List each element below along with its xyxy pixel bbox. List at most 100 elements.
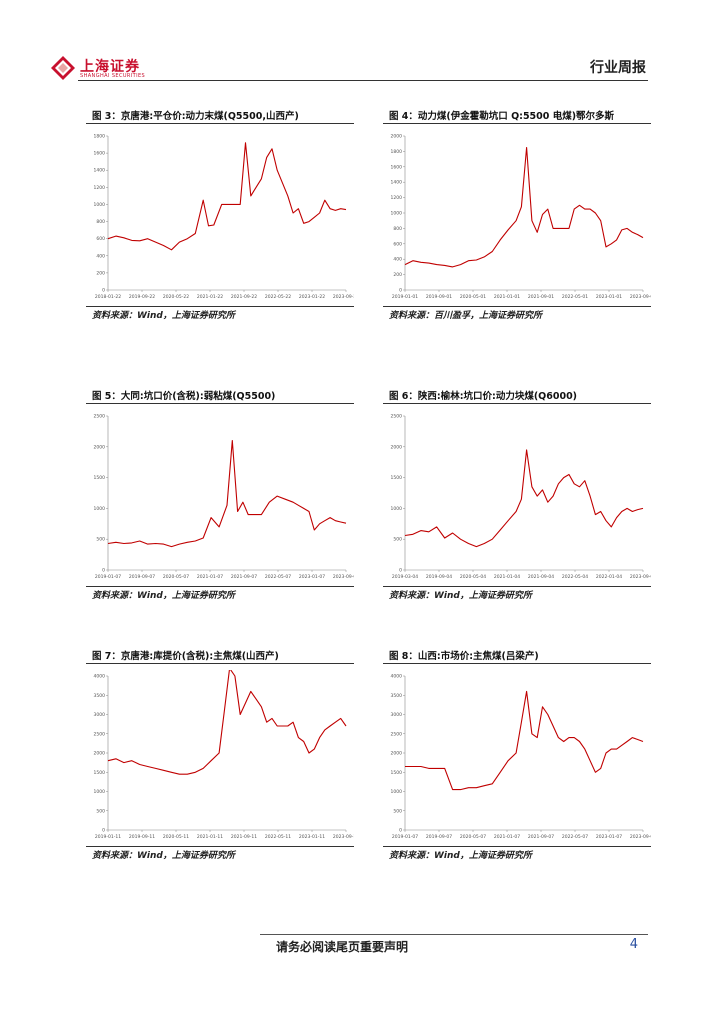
figure-source-divider	[86, 306, 354, 307]
figure-title-divider	[86, 123, 354, 124]
y-tick-label: 1200	[94, 185, 106, 191]
x-tick-label: 2019-01-07	[392, 834, 418, 840]
figure-title-divider	[383, 663, 651, 664]
x-tick-label: 2023-01-07	[596, 834, 622, 840]
x-tick-label: 2021-09-04	[528, 574, 554, 580]
x-tick-label: 2022-05-22	[265, 294, 291, 300]
y-tick-label: 1000	[94, 506, 106, 512]
figure-source: 资料来源：Wind，上海证券研究所	[389, 851, 532, 861]
y-tick-label: 2500	[391, 731, 403, 737]
y-tick-label: 0	[102, 568, 105, 574]
y-tick-label: 1000	[391, 211, 403, 217]
y-tick-label: 2500	[94, 414, 106, 420]
figure-source: 资料来源：Wind，上海证券研究所	[92, 851, 235, 861]
x-tick-label: 2022-05-07	[265, 574, 291, 580]
y-tick-label: 1500	[391, 770, 403, 776]
line-chart: 0 200 400 600 800 1000 1200 1400 1600 1800 2000 201…	[391, 134, 651, 301]
y-tick-label: 400	[393, 257, 402, 263]
x-tick-label: 2021-09-11	[231, 834, 257, 840]
x-tick-label: 2023-01-07	[299, 574, 325, 580]
series-line	[404, 449, 644, 548]
brand-name-en: SHANGHAI SECURITIES	[80, 73, 146, 79]
figure-title-divider	[383, 123, 651, 124]
y-tick-label: 200	[96, 270, 105, 276]
x-tick-label: 2023-09-07	[630, 834, 651, 840]
x-tick-label: 2023-09-07	[333, 574, 354, 580]
figure-title: 图 5：大同:坑口价(含税):弱粘煤(Q5500)	[92, 391, 276, 402]
figure-source: 资料来源：Wind，上海证券研究所	[389, 591, 532, 601]
y-tick-label: 1500	[391, 475, 403, 481]
x-tick-label: 2019-09-01	[426, 294, 452, 300]
y-tick-label: 1800	[94, 134, 106, 140]
page-number: 4	[629, 937, 638, 952]
series-line	[405, 690, 644, 791]
y-tick-label: 3000	[391, 712, 403, 718]
y-tick-label: 1400	[391, 180, 403, 186]
x-tick-label: 2022-01-04	[596, 574, 622, 580]
y-tick-label: 4000	[94, 674, 106, 680]
y-tick-label: 3000	[94, 712, 106, 718]
figure-panel: 图 3：京唐港:平仓价:动力末煤(Q5500,山西产) 0 200 400 600 80…	[86, 108, 354, 338]
figure-title: 图 4：动力煤(伊金霍勒坑口 Q:5500 电煤)鄂尔多斯	[389, 111, 615, 122]
y-tick-label: 500	[96, 808, 105, 814]
y-tick-label: 0	[102, 288, 105, 294]
x-tick-label: 2019-01-11	[95, 834, 121, 840]
y-tick-label: 1000	[94, 789, 106, 795]
y-tick-label: 0	[399, 828, 402, 834]
y-tick-label: 4000	[391, 674, 403, 680]
figure-title: 图 8：山西:市场价:主焦煤(吕梁产)	[389, 651, 539, 662]
x-tick-label: 2021-01-07	[197, 574, 223, 580]
x-tick-label: 2019-01-01	[392, 294, 418, 300]
line-chart: 0 500 1000 1500 2000 2500 3000 3500 4000 2019-01-…	[94, 670, 354, 840]
x-tick-label: 2021-09-01	[528, 294, 554, 300]
x-tick-label: 2021-01-11	[197, 834, 223, 840]
x-tick-label: 2021-09-07	[231, 574, 257, 580]
figure-title-divider	[383, 403, 651, 404]
x-tick-label: 2020-05-07	[163, 574, 189, 580]
figure-title-divider	[86, 663, 354, 664]
y-tick-label: 1000	[94, 202, 106, 208]
figure-panel: 图 6：陕西:榆林:坑口价:动力块煤(Q6000) 0 500 1000 1500 20…	[383, 388, 651, 618]
x-tick-label: 2023-01-01	[596, 294, 622, 300]
x-tick-label: 2019-09-04	[426, 574, 452, 580]
x-tick-label: 2019-01-07	[95, 574, 121, 580]
figure-source-divider	[86, 846, 354, 847]
x-tick-label: 2020-05-11	[163, 834, 189, 840]
figure-title: 图 7：京唐港:库提价(含税):主焦煤(山西产)	[92, 651, 279, 662]
y-tick-label: 3500	[391, 693, 403, 699]
footer-disclaimer: 请务必阅读尾页重要声明	[276, 940, 409, 954]
figure-panel: 图 7：京唐港:库提价(含税):主焦煤(山西产) 0 500 1000 1500 200…	[86, 648, 354, 878]
x-tick-label: 2023-09-04	[630, 574, 651, 580]
y-tick-label: 1500	[94, 770, 106, 776]
x-tick-label: 2022-05-01	[562, 294, 588, 300]
x-tick-label: 2021-09-07	[528, 834, 554, 840]
footer-divider	[260, 934, 648, 935]
y-tick-label: 400	[96, 253, 105, 259]
line-chart: 0 200 400 600 800 1000 1200 1400 1600 1800 2018-01…	[94, 134, 354, 301]
line-chart: 0 500 1000 1500 2000 2500 2019-01-07 2019-09-07…	[94, 414, 354, 581]
x-tick-label: 2019-09-07	[129, 574, 155, 580]
y-tick-label: 2500	[391, 414, 403, 420]
y-tick-label: 500	[393, 537, 402, 543]
y-tick-label: 2000	[94, 444, 106, 450]
x-tick-label: 2023-01-11	[299, 834, 325, 840]
figure-panel: 图 8：山西:市场价:主焦煤(吕梁产) 0 500 1000 1500 2000 2500…	[383, 648, 651, 878]
figure-source-divider	[86, 586, 354, 587]
y-tick-label: 0	[399, 568, 402, 574]
figure-source: 资料来源：Wind，上海证券研究所	[92, 311, 235, 321]
series-line	[404, 146, 644, 268]
header-divider	[78, 80, 648, 81]
x-tick-label: 2021-01-22	[197, 294, 223, 300]
y-tick-label: 2000	[391, 444, 403, 450]
y-tick-label: 200	[393, 272, 402, 278]
x-tick-label: 2022-05-07	[562, 834, 588, 840]
report-type: 行业周报	[590, 60, 646, 76]
y-tick-label: 1400	[94, 168, 106, 174]
y-tick-label: 2000	[391, 751, 403, 757]
x-tick-label: 2020-05-22	[163, 294, 189, 300]
figure-source-divider	[383, 846, 651, 847]
x-tick-label: 2021-09-22	[231, 294, 257, 300]
x-tick-label: 2021-01-07	[494, 834, 520, 840]
y-tick-label: 1000	[391, 789, 403, 795]
y-tick-label: 800	[393, 226, 402, 232]
